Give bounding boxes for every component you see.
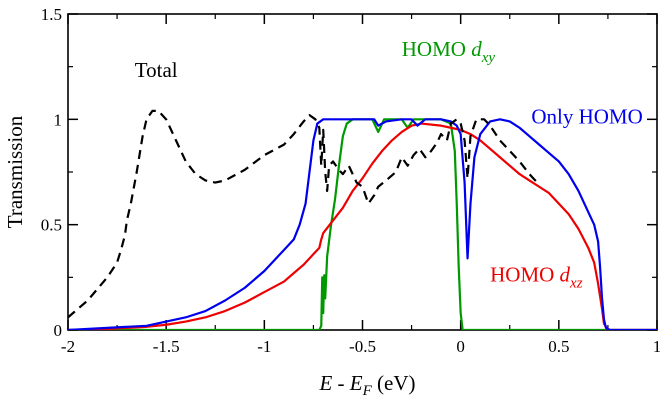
label-only-homo: Only HOMO xyxy=(531,105,642,129)
x-tick-label: -2 xyxy=(61,337,75,356)
label-homo-dxy-text: HOMO xyxy=(402,37,471,61)
y-tick-label: 1 xyxy=(54,110,63,129)
y-tick-label: 0.5 xyxy=(41,216,62,235)
x-axis-label: E - EF (eV) xyxy=(318,371,415,396)
series-line-0 xyxy=(68,109,541,319)
x-tick-label: -0.5 xyxy=(349,337,376,356)
label-homo-dxz: HOMO dxz xyxy=(490,263,583,292)
label-homo-dxz-text: HOMO xyxy=(490,263,559,287)
label-total: Total xyxy=(135,58,178,82)
series-line-2 xyxy=(68,122,657,330)
label-homo-dxz-d: d xyxy=(560,263,571,287)
x-tick-label: 1 xyxy=(653,337,660,356)
series-group xyxy=(68,109,657,330)
label-homo-dxz-subscript: xz xyxy=(569,276,583,292)
x-tick-label: 0 xyxy=(456,337,465,356)
x-tick-label: 0.5 xyxy=(548,337,569,356)
label-only-homo-text: Only HOMO xyxy=(531,105,642,129)
x-tick-label: -1 xyxy=(257,337,271,356)
axes: -2 -1.5 -1 -0.5 0 0.5 1 0 0.5 1 1.5 E - EF (eV) Tran… xyxy=(3,5,660,396)
series-line-3 xyxy=(68,118,657,330)
label-homo-dxy-subscript: xy xyxy=(481,50,496,66)
y-tick-label: 0 xyxy=(54,321,63,340)
x-axis-label-subscript: F xyxy=(362,383,373,396)
y-axis-label: Transmission xyxy=(3,115,27,228)
label-homo-dxy: HOMO dxy xyxy=(402,37,496,66)
x-tick-label: -1.5 xyxy=(153,337,180,356)
series-line-1 xyxy=(68,118,657,330)
y-tick-label: 1.5 xyxy=(41,5,62,24)
label-homo-dxy-d: d xyxy=(471,37,482,61)
x-axis-label-main: E - E xyxy=(318,371,362,395)
label-total-text: Total xyxy=(135,58,178,82)
x-axis-label-unit: (eV) xyxy=(372,371,416,395)
